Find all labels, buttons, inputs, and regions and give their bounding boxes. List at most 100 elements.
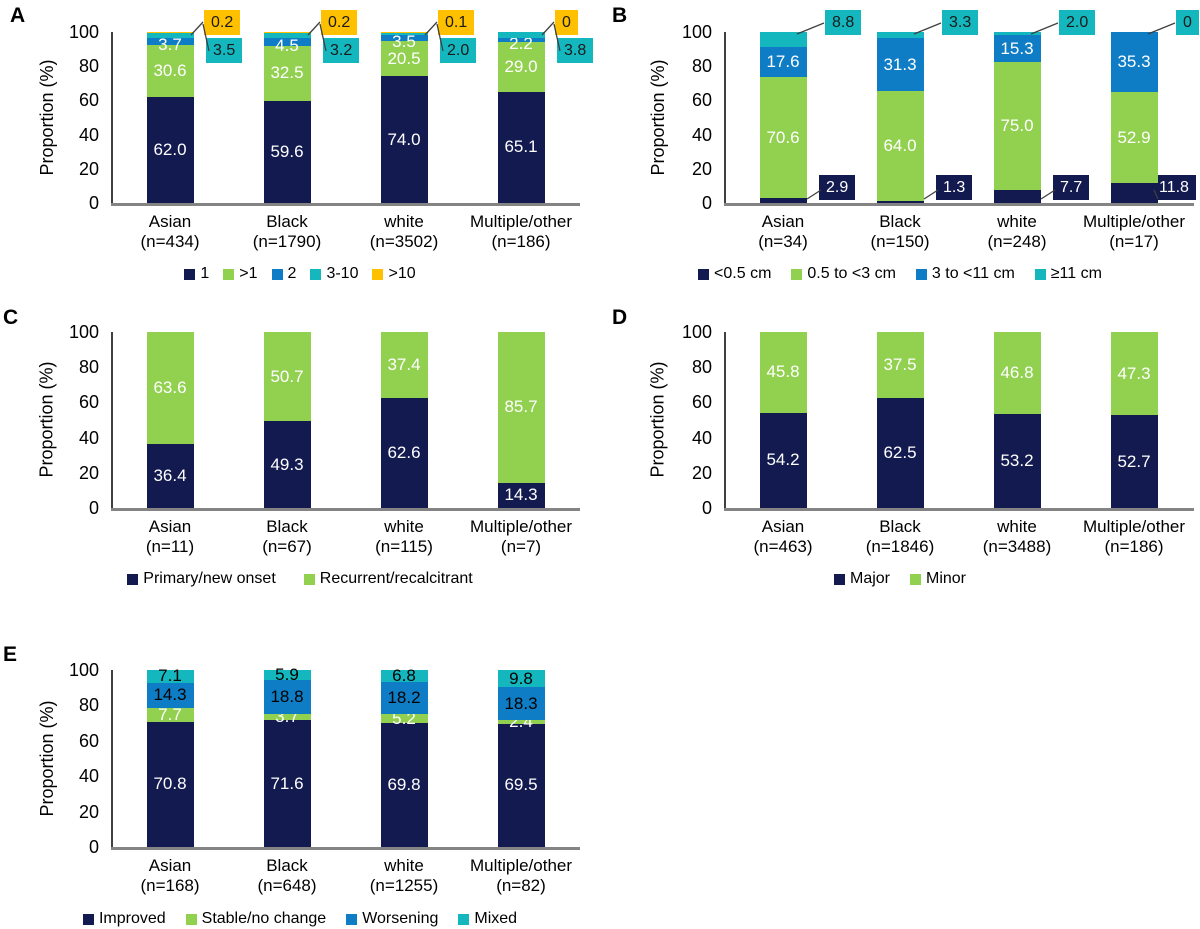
callout-3-10: 2.0 xyxy=(440,38,477,63)
y-tick-label: 80 xyxy=(78,357,99,378)
category-label: Multiple/other (n=186) xyxy=(1083,517,1185,557)
category-name: Asian xyxy=(148,856,192,875)
bar-segment-Improved xyxy=(498,723,545,847)
legend-swatch xyxy=(271,268,283,280)
legend-item-Improved: Improved xyxy=(82,910,166,928)
y-tick-label: 20 xyxy=(691,158,712,179)
legend-item-≥11 cm: ≥11 cm xyxy=(1034,265,1102,283)
panel-letter: C xyxy=(3,306,19,329)
value-label: 5.9 xyxy=(275,665,299,685)
legend-swatch xyxy=(791,268,803,280)
legend-item-Primary/new onset: Primary/new onset xyxy=(127,570,276,588)
callout->10: 0.2 xyxy=(321,10,358,35)
bar-segment-≥11 cm xyxy=(994,32,1041,36)
legend-item-0.5 to <3 cm: 0.5 to <3 cm xyxy=(791,265,896,283)
bar-segment-Improved xyxy=(147,721,194,847)
value-label: 69.8 xyxy=(387,775,421,795)
value-label: 52.7 xyxy=(1117,451,1151,471)
category-label: white (n=115) xyxy=(375,517,433,557)
category-name: white xyxy=(997,212,1037,231)
bar-segment-Recurrent/recalcitrant xyxy=(264,332,311,422)
y-axis-line xyxy=(111,32,113,205)
legend-swatch xyxy=(82,913,94,925)
bar-segment-<0.5 cm xyxy=(1111,182,1158,203)
callout-3-10: 3.5 xyxy=(206,38,243,63)
bar-segment-Mixed xyxy=(498,670,545,688)
value-label: 14.3 xyxy=(153,685,187,705)
category-label: Multiple/other (n=82) xyxy=(470,856,572,896)
bar-segment-Mixed xyxy=(147,670,194,683)
bar-segment->1 xyxy=(264,45,311,102)
category-n: (n=82) xyxy=(496,876,546,895)
bar-segment-Recurrent/recalcitrant xyxy=(381,332,428,398)
callout-≥11 cm: 3.3 xyxy=(942,10,979,35)
bar-segment-<0.5 cm xyxy=(994,189,1041,203)
callout-≥11 cm: 0 xyxy=(1176,10,1199,35)
callout->10: 0.2 xyxy=(204,10,241,35)
value-label: 59.6 xyxy=(270,142,304,162)
category-name: Multiple/other xyxy=(1082,517,1186,536)
value-label: 49.3 xyxy=(270,454,304,474)
legend-swatch xyxy=(1034,268,1046,280)
legend-item->10: >10 xyxy=(372,265,416,283)
y-tick-label: 80 xyxy=(78,695,99,716)
category-label: Asian (n=463) xyxy=(753,517,812,557)
callout-<0.5 cm: 2.9 xyxy=(819,175,856,200)
panel-letter: D xyxy=(612,306,628,329)
panel-letter: E xyxy=(3,643,18,666)
value-label: 47.3 xyxy=(1117,363,1151,383)
category-label: Multiple/other (n=17) xyxy=(1083,212,1185,252)
legend-item-Worsening: Worsening xyxy=(346,910,438,928)
callout-3-10: 3.2 xyxy=(323,38,360,63)
bar-segment-Stable/no change xyxy=(147,708,194,722)
value-label: 17.6 xyxy=(766,52,800,72)
value-label: 63.6 xyxy=(153,377,187,397)
legend-item-1: 1 xyxy=(184,265,209,283)
category-name: white xyxy=(997,517,1037,536)
panel-E: E Proportion (%) 0 20 40 60 80 100 70.8 7.7 14.3 7.… xyxy=(0,620,600,929)
category-n: (n=1255) xyxy=(369,876,439,895)
bar-segment-Stable/no change xyxy=(264,713,311,721)
bar-segment-1 xyxy=(147,96,194,203)
bar-segment-Primary/new onset xyxy=(381,397,428,508)
value-label: 7.7 xyxy=(158,704,182,724)
callout->10: 0 xyxy=(555,10,578,35)
bar-segment-0.5 to <3 cm xyxy=(1111,92,1158,183)
panel-D: D Proportion (%) 0 20 40 60 80 100 54.2 45.8 Asian… xyxy=(600,300,1200,620)
legend-swatch xyxy=(372,268,384,280)
y-tick-label: 60 xyxy=(78,730,99,751)
callout-3-10: 3.8 xyxy=(557,38,594,63)
value-label: 36.4 xyxy=(153,465,187,485)
bar-segment-3-10 xyxy=(498,31,545,39)
y-tick-label: 100 xyxy=(68,660,99,680)
category-n: (n=186) xyxy=(491,232,551,251)
bar-segment-Minor xyxy=(760,332,807,413)
bar-segment-0.5 to <3 cm xyxy=(994,61,1041,190)
category-n: (n=3502) xyxy=(369,232,439,251)
category-n: (n=3488) xyxy=(982,537,1052,556)
category-n: (n=463) xyxy=(753,537,813,556)
x-axis-line xyxy=(111,508,580,511)
bar-segment-2 xyxy=(381,35,428,42)
category-n: (n=150) xyxy=(870,232,930,251)
bar-segment-Major xyxy=(1111,415,1158,508)
value-label: 46.8 xyxy=(1000,363,1034,383)
category-name: Asian xyxy=(148,517,192,536)
bar-segment-≥11 cm xyxy=(877,32,924,38)
value-label: 53.2 xyxy=(1000,451,1034,471)
bar-segment-Stable/no change xyxy=(498,719,545,724)
bar-segment-3-10 xyxy=(264,32,311,38)
value-label: 54.2 xyxy=(766,450,800,470)
y-tick-label: 100 xyxy=(681,322,712,342)
value-label: 7.1 xyxy=(158,666,182,686)
callout->10: 0.1 xyxy=(438,10,475,35)
category-name: Multiple/other xyxy=(469,856,573,875)
category-name: Black xyxy=(266,212,308,231)
legend-label: 3 to <11 cm xyxy=(931,265,1015,282)
category-name: white xyxy=(384,212,424,231)
panel-C: C Proportion (%) 0 20 40 60 80 100 36.4 63.6 Asian… xyxy=(0,300,600,620)
category-n: (n=1790) xyxy=(252,232,322,251)
category-n: (n=11) xyxy=(145,537,195,556)
category-n: (n=434) xyxy=(140,232,200,251)
